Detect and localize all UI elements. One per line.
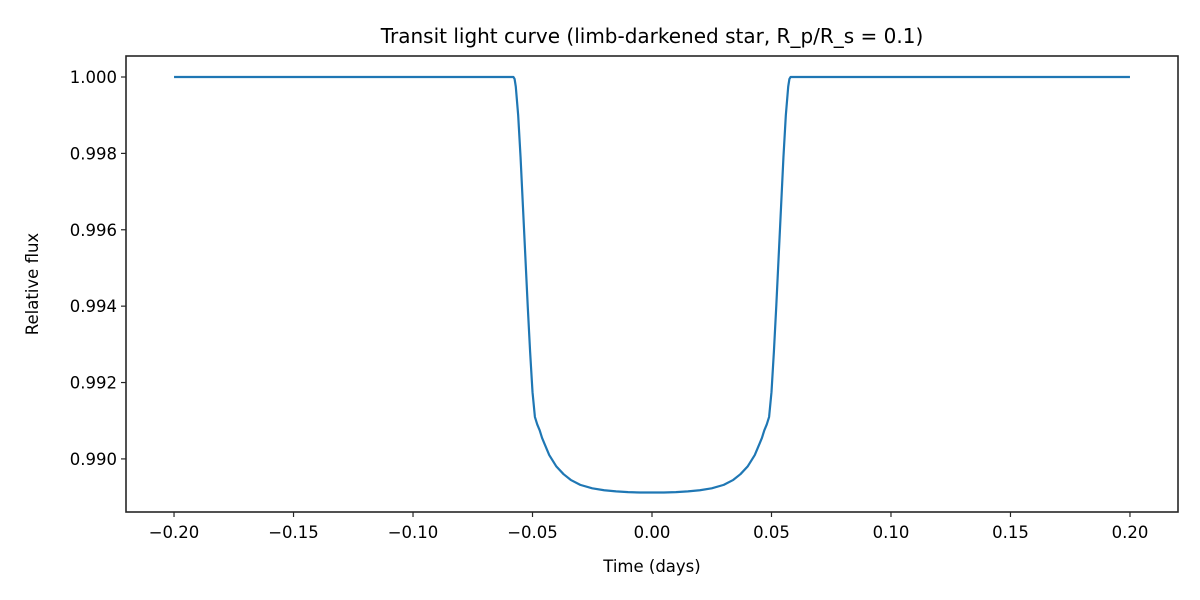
- y-tick-label: 0.990: [70, 450, 117, 469]
- x-tick-label: −0.05: [507, 523, 558, 542]
- plot-area: [174, 75, 1130, 494]
- x-axis-label: Time (days): [602, 557, 700, 576]
- x-tick-label: −0.15: [268, 523, 319, 542]
- y-axis-ticks: 0.990 0.992 0.994 0.996 0.998 1.000: [70, 68, 126, 469]
- x-tick-label: 0.15: [992, 523, 1029, 542]
- x-tick-label: 0.20: [1112, 523, 1149, 542]
- axes-frame: [125, 55, 1179, 513]
- x-tick-label: 0.05: [753, 523, 790, 542]
- y-tick-label: 0.994: [70, 297, 117, 316]
- x-tick-label: 0.00: [634, 523, 671, 542]
- flux-series-line: [174, 75, 1130, 494]
- y-tick-label: 0.996: [70, 221, 117, 240]
- y-tick-label: 0.998: [70, 144, 117, 163]
- y-tick-label: 1.000: [70, 68, 117, 87]
- x-tick-label: −0.20: [149, 523, 200, 542]
- y-axis-label: Relative flux: [23, 233, 42, 336]
- x-tick-label: 0.10: [873, 523, 910, 542]
- x-tick-label: −0.10: [388, 523, 439, 542]
- x-axis-ticks: −0.20 −0.15 −0.10 −0.05 0.00 0.05 0.10 0.15 0.20: [149, 512, 1149, 542]
- chart-title: Transit light curve (limb-darkened star,…: [380, 24, 924, 48]
- y-tick-label: 0.992: [70, 374, 117, 393]
